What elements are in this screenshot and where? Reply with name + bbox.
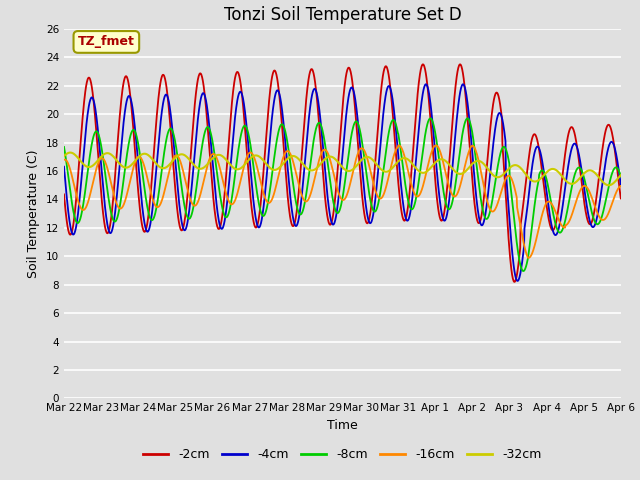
-8cm [170, 134, 178, 140]
-4cm [184, 217, 191, 223]
Text: TZ_fmet: TZ_fmet [78, 36, 135, 48]
-32cm [502, 169, 509, 175]
-8cm [184, 215, 191, 221]
-32cm [60, 153, 68, 159]
Line: -8cm: -8cm [64, 119, 621, 271]
-2cm [419, 61, 427, 67]
-2cm [552, 222, 559, 228]
-8cm [502, 146, 509, 152]
-2cm [502, 195, 509, 201]
-16cm [432, 143, 440, 148]
-8cm [246, 140, 254, 146]
-2cm [617, 195, 625, 201]
-32cm [429, 162, 437, 168]
-4cm [502, 169, 509, 175]
-16cm [429, 146, 436, 152]
-16cm [552, 209, 559, 215]
-2cm [511, 279, 518, 285]
Y-axis label: Soil Temperature (C): Soil Temperature (C) [28, 149, 40, 278]
Line: -4cm: -4cm [64, 84, 621, 281]
-8cm [520, 268, 527, 274]
-4cm [514, 278, 522, 284]
-32cm [551, 167, 559, 172]
-2cm [246, 190, 254, 196]
-4cm [429, 122, 436, 128]
-16cm [246, 150, 254, 156]
-16cm [525, 255, 532, 261]
-32cm [246, 155, 254, 161]
Title: Tonzi Soil Temperature Set D: Tonzi Soil Temperature Set D [223, 6, 461, 24]
X-axis label: Time: Time [327, 419, 358, 432]
-2cm [60, 192, 68, 197]
-16cm [60, 157, 68, 163]
-16cm [184, 188, 191, 193]
-8cm [617, 173, 625, 179]
-2cm [184, 189, 191, 194]
-16cm [502, 176, 509, 181]
-4cm [170, 147, 178, 153]
Legend: -2cm, -4cm, -8cm, -16cm, -32cm: -2cm, -4cm, -8cm, -16cm, -32cm [138, 443, 547, 466]
-32cm [605, 182, 612, 188]
-4cm [60, 164, 68, 169]
-32cm [184, 156, 192, 161]
-8cm [427, 116, 435, 121]
-32cm [67, 150, 74, 156]
-8cm [429, 120, 437, 126]
-16cm [170, 154, 178, 159]
Line: -32cm: -32cm [64, 153, 621, 185]
-8cm [60, 144, 68, 150]
-4cm [459, 82, 467, 87]
-2cm [170, 174, 178, 180]
-32cm [171, 156, 179, 161]
-8cm [552, 221, 559, 227]
-4cm [552, 232, 559, 238]
-2cm [429, 152, 437, 157]
Line: -16cm: -16cm [64, 145, 621, 258]
-16cm [617, 183, 625, 189]
-4cm [617, 181, 625, 187]
Line: -2cm: -2cm [64, 64, 621, 282]
-32cm [617, 172, 625, 178]
-4cm [246, 163, 254, 168]
